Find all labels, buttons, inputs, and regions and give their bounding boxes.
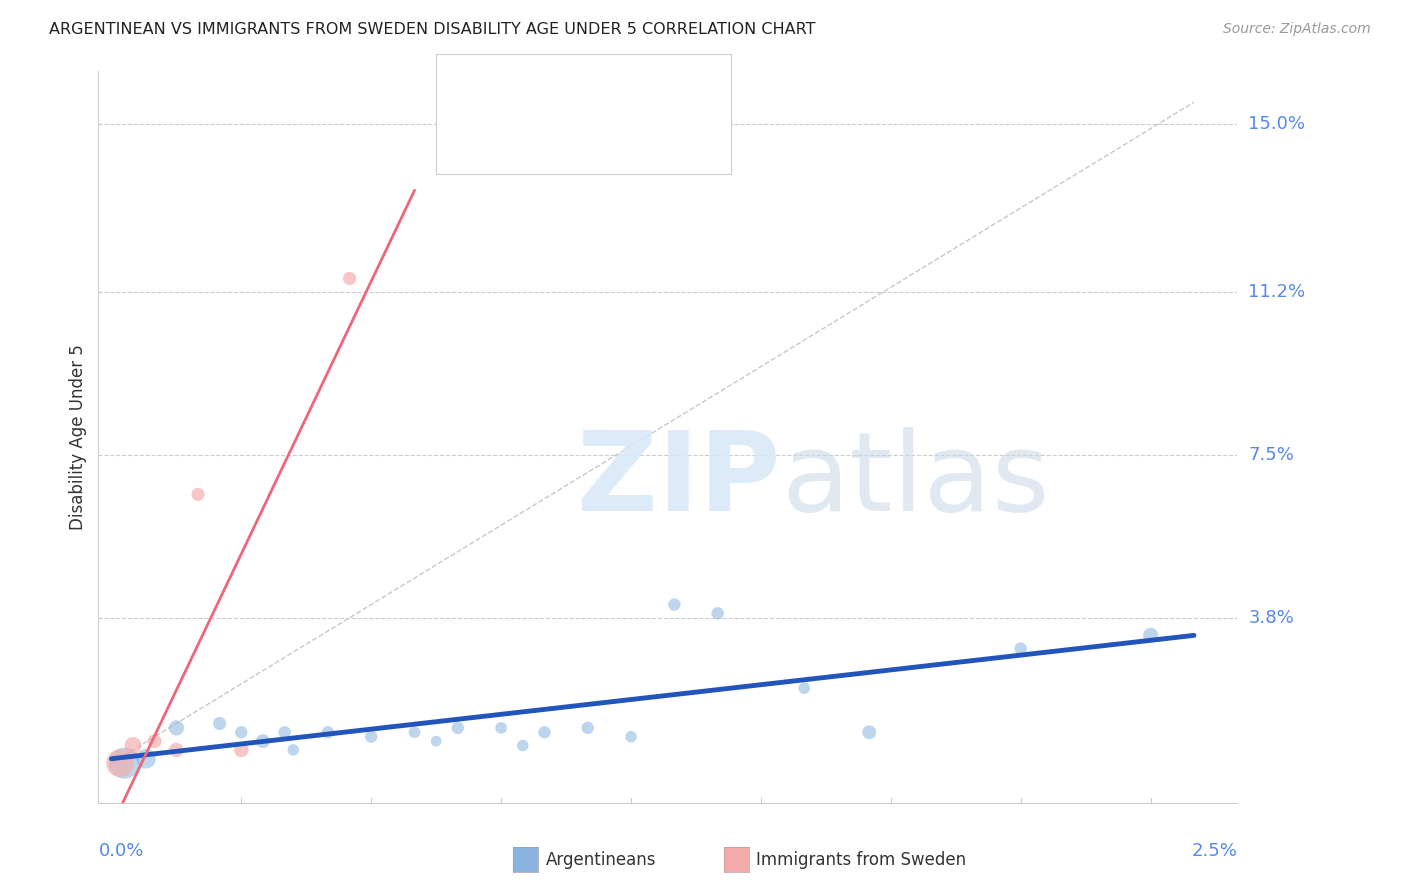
Text: R = 0.841: R = 0.841 [491,129,581,147]
Point [404,725,426,739]
Point [1139,628,1161,642]
Point [187,487,209,501]
Text: atlas: atlas [782,427,1050,534]
Point [122,739,145,753]
Text: 11.2%: 11.2% [1249,283,1306,301]
Text: N =  7: N = 7 [605,129,662,147]
Point [273,725,295,739]
Point [231,743,253,757]
Point [793,681,815,696]
Point [316,725,339,739]
Point [425,734,447,748]
Point [533,725,555,739]
Point [135,752,157,766]
Text: Source: ZipAtlas.com: Source: ZipAtlas.com [1223,22,1371,37]
Point [231,725,253,739]
Text: R = 0.562: R = 0.562 [491,83,581,101]
Point [339,271,361,285]
Text: N = 23: N = 23 [605,83,668,101]
Text: 7.5%: 7.5% [1249,446,1295,464]
Point [360,730,382,744]
Point [664,598,686,612]
Point [576,721,599,735]
Point [858,725,880,739]
Y-axis label: Disability Age Under 5: Disability Age Under 5 [69,344,87,530]
Point [1010,641,1032,656]
Point [283,743,305,757]
Text: 3.8%: 3.8% [1249,608,1294,627]
Point [165,743,187,757]
Point [706,607,728,621]
Text: ZIP: ZIP [576,427,780,534]
Text: 15.0%: 15.0% [1249,115,1305,133]
Point [447,721,470,735]
Point [208,716,231,731]
Point [112,756,135,771]
Point [143,734,166,748]
Text: 0.0%: 0.0% [98,842,143,860]
Text: Immigrants from Sweden: Immigrants from Sweden [756,851,966,869]
Point [108,756,131,771]
Point [165,721,187,735]
Point [489,721,512,735]
Text: ARGENTINEAN VS IMMIGRANTS FROM SWEDEN DISABILITY AGE UNDER 5 CORRELATION CHART: ARGENTINEAN VS IMMIGRANTS FROM SWEDEN DI… [49,22,815,37]
Text: Argentineans: Argentineans [546,851,657,869]
Point [620,730,643,744]
Text: 2.5%: 2.5% [1191,842,1237,860]
Point [512,739,534,753]
Point [252,734,274,748]
